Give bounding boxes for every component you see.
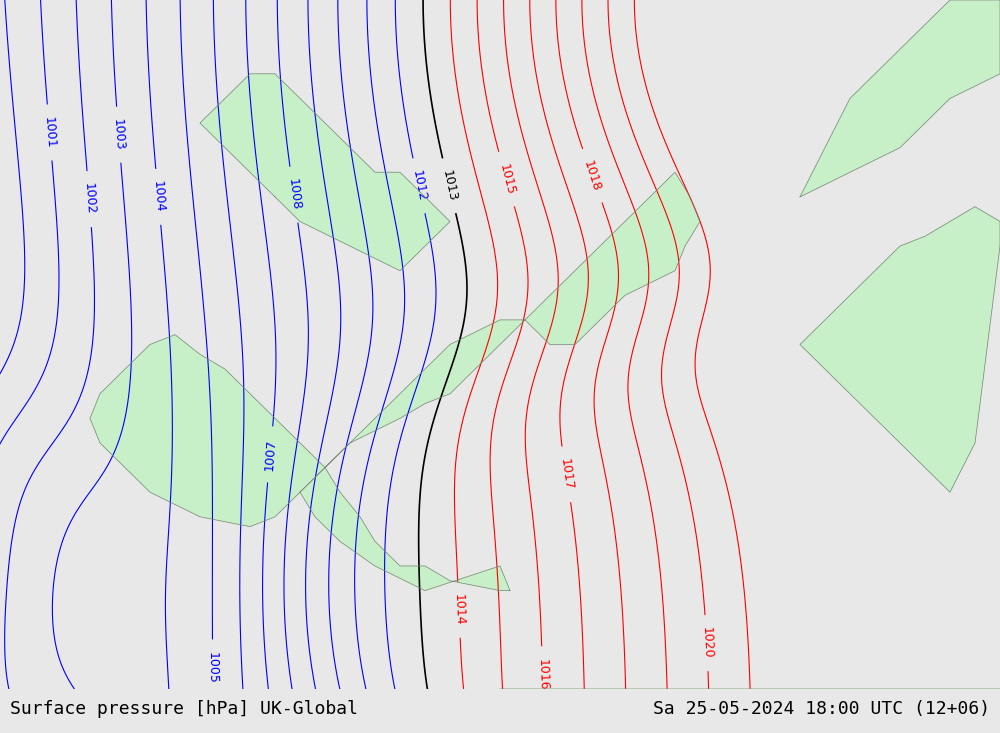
Text: 1013: 1013: [439, 169, 459, 202]
Polygon shape: [90, 335, 325, 526]
Text: 1020: 1020: [700, 627, 714, 659]
Text: 1018: 1018: [581, 159, 603, 193]
Polygon shape: [300, 172, 700, 591]
Polygon shape: [800, 0, 1000, 197]
Text: 1002: 1002: [82, 183, 97, 216]
Polygon shape: [800, 207, 1000, 492]
Text: 1014: 1014: [452, 594, 466, 626]
Text: Surface pressure [hPa] UK-Global: Surface pressure [hPa] UK-Global: [10, 700, 358, 718]
Text: 1001: 1001: [42, 116, 57, 149]
Text: 1007: 1007: [262, 438, 278, 471]
Text: 1016: 1016: [536, 658, 550, 690]
Text: 1017: 1017: [558, 458, 575, 491]
Text: 1015: 1015: [496, 162, 517, 196]
Text: 1008: 1008: [285, 178, 302, 211]
Text: 1012: 1012: [410, 169, 428, 202]
Polygon shape: [350, 689, 1000, 733]
Text: 1004: 1004: [151, 180, 166, 213]
Polygon shape: [200, 74, 450, 270]
Text: 1010: 1010: [346, 730, 367, 733]
Text: 1006: 1006: [238, 711, 253, 733]
Text: Sa 25-05-2024 18:00 UTC (12+06): Sa 25-05-2024 18:00 UTC (12+06): [653, 700, 990, 718]
Text: 1005: 1005: [206, 652, 219, 684]
Text: 1003: 1003: [111, 119, 126, 151]
Text: 1019: 1019: [661, 703, 675, 733]
